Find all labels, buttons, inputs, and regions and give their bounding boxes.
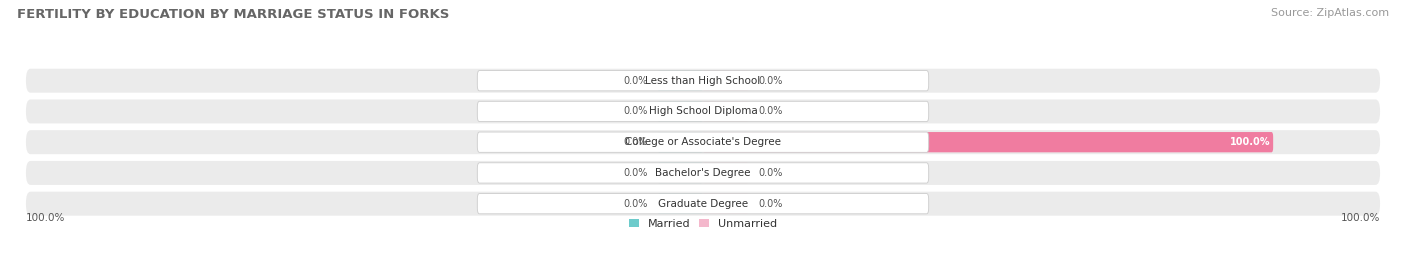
FancyBboxPatch shape (25, 161, 1381, 185)
FancyBboxPatch shape (477, 193, 929, 214)
Text: 0.0%: 0.0% (758, 76, 783, 86)
FancyBboxPatch shape (658, 70, 703, 91)
FancyBboxPatch shape (477, 70, 929, 91)
Text: 0.0%: 0.0% (623, 199, 648, 209)
FancyBboxPatch shape (703, 101, 748, 122)
Text: FERTILITY BY EDUCATION BY MARRIAGE STATUS IN FORKS: FERTILITY BY EDUCATION BY MARRIAGE STATU… (17, 8, 450, 21)
Text: 100.0%: 100.0% (1230, 137, 1271, 147)
FancyBboxPatch shape (658, 101, 703, 122)
FancyBboxPatch shape (477, 163, 929, 183)
FancyBboxPatch shape (477, 132, 929, 152)
Text: High School Diploma: High School Diploma (648, 107, 758, 116)
Text: 100.0%: 100.0% (25, 213, 65, 223)
FancyBboxPatch shape (25, 130, 1381, 154)
Text: Bachelor's Degree: Bachelor's Degree (655, 168, 751, 178)
FancyBboxPatch shape (658, 163, 703, 183)
FancyBboxPatch shape (25, 192, 1381, 216)
Text: 100.0%: 100.0% (1341, 213, 1381, 223)
FancyBboxPatch shape (703, 163, 748, 183)
Text: Graduate Degree: Graduate Degree (658, 199, 748, 209)
Text: 0.0%: 0.0% (758, 107, 783, 116)
FancyBboxPatch shape (703, 132, 1274, 152)
FancyBboxPatch shape (25, 69, 1381, 93)
FancyBboxPatch shape (703, 193, 748, 214)
Text: 0.0%: 0.0% (623, 168, 648, 178)
Text: Source: ZipAtlas.com: Source: ZipAtlas.com (1271, 8, 1389, 18)
FancyBboxPatch shape (25, 100, 1381, 123)
Text: College or Associate's Degree: College or Associate's Degree (626, 137, 780, 147)
Legend: Married, Unmarried: Married, Unmarried (630, 219, 776, 229)
FancyBboxPatch shape (477, 101, 929, 122)
Text: 0.0%: 0.0% (623, 137, 648, 147)
FancyBboxPatch shape (658, 193, 703, 214)
Text: 0.0%: 0.0% (758, 168, 783, 178)
Text: 0.0%: 0.0% (623, 107, 648, 116)
Text: 0.0%: 0.0% (623, 76, 648, 86)
FancyBboxPatch shape (703, 70, 748, 91)
FancyBboxPatch shape (658, 132, 703, 152)
Text: 0.0%: 0.0% (758, 199, 783, 209)
Text: Less than High School: Less than High School (645, 76, 761, 86)
